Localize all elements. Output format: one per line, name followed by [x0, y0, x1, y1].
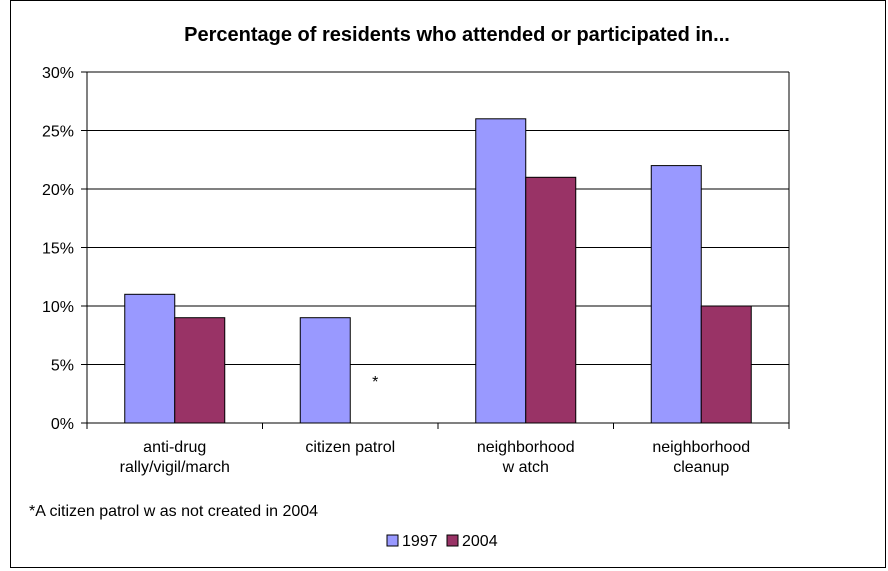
x-tick-label-line: w atch	[502, 459, 549, 476]
x-tick-label: neighborhood cleanup	[652, 439, 750, 476]
y-tick-label: 25%	[42, 124, 74, 141]
x-tick-label-line: cleanup	[673, 459, 729, 476]
x-tick-label-line: citizen patrol	[305, 439, 395, 456]
bar-1997-3	[650, 165, 702, 424]
annotations: *	[372, 374, 378, 391]
y-tick-label: 30%	[42, 65, 74, 82]
x-axis-labels: anti-drug rally/vigil/march citizen patrol…	[120, 439, 751, 476]
bars	[124, 118, 752, 424]
y-tick-label: 15%	[42, 241, 74, 258]
bar-2004-3	[700, 305, 752, 424]
y-axis-ticks: 0% 5% 10% 15% 20% 25% 30%	[42, 65, 74, 433]
legend-swatch-2004	[446, 534, 459, 547]
x-tick-label: neighborhood w atch	[477, 439, 575, 476]
bar-2004-0	[174, 317, 226, 424]
y-tick-label: 0%	[51, 416, 74, 433]
x-tick-label-line: anti-drug	[143, 439, 206, 456]
x-tick-label-line: neighborhood	[652, 439, 750, 456]
x-tick-label-line: rally/vigil/march	[120, 459, 230, 476]
legend-swatch-1997	[386, 534, 399, 547]
legend-label: 1997	[402, 533, 438, 550]
axes	[81, 71, 790, 429]
x-tick-label-line: neighborhood	[477, 439, 575, 456]
footnote: *A citizen patrol w as not created in 20…	[29, 503, 318, 520]
y-tick-label: 5%	[51, 358, 74, 375]
y-tick-label: 10%	[42, 299, 74, 316]
bar-1997-0	[124, 293, 176, 424]
y-tick-label: 20%	[42, 182, 74, 199]
bar-1997-2	[475, 118, 527, 424]
missing-data-annotation: *	[372, 374, 378, 391]
x-tick-label: anti-drug rally/vigil/march	[120, 439, 230, 476]
bar-2004-2	[525, 176, 577, 424]
legend: 1997 2004	[386, 533, 498, 550]
bar-1997-1	[299, 317, 351, 424]
legend-label: 2004	[462, 533, 498, 550]
chart-frame	[10, 0, 886, 568]
x-tick-label: citizen patrol	[305, 439, 395, 456]
chart-title: Percentage of residents who attended or …	[184, 24, 730, 46]
